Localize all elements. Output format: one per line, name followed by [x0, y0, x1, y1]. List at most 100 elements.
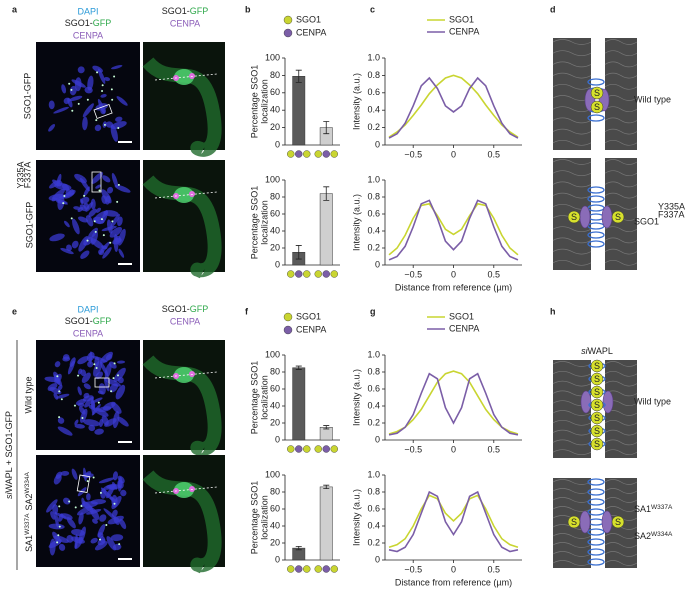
chromatin-fiber [552, 170, 592, 177]
cohesin-ring [587, 231, 605, 239]
channel-label: CENPA [170, 316, 200, 326]
chromosome [52, 179, 61, 187]
chromosome [90, 238, 105, 250]
chromosome [84, 86, 93, 94]
chromosome [72, 218, 80, 235]
kinetochore-dot [112, 377, 115, 380]
kinetochore-dot [95, 119, 98, 122]
category-icon [314, 445, 322, 453]
chromatin-fiber [552, 410, 592, 416]
chromosome [77, 368, 83, 375]
x-tick-label: −0.5 [404, 269, 422, 279]
text-part: si [4, 492, 14, 500]
y-tick-label: 0 [275, 259, 280, 269]
chromatin-fiber [552, 72, 592, 79]
chromosome [112, 543, 122, 551]
sgo1-symbol: S [571, 517, 577, 527]
diagram-label: SA1W337A [634, 504, 673, 515]
text-part: WAPL + SGO1-GFP [4, 411, 14, 493]
channel-label: SGO1-GFP [65, 316, 112, 326]
chromosome [48, 193, 66, 201]
kinetochore-dot [71, 109, 74, 112]
y-tick-label: 1.0 [367, 469, 380, 479]
category-icon [287, 565, 295, 573]
kinetochore-dot [93, 220, 96, 223]
chromosome [89, 351, 93, 364]
cenpa-kinetochore [601, 205, 613, 229]
y-tick-label: 100 [265, 174, 280, 184]
series-line [388, 202, 519, 256]
chromosome [115, 384, 126, 400]
y-tick-label: 0.6 [367, 503, 380, 513]
chromosome [80, 408, 88, 423]
chromosome [116, 360, 126, 364]
sgo1-protein [567, 210, 581, 224]
kinetochore-dot [74, 506, 77, 509]
y-tick-label: 40 [270, 105, 280, 115]
chromatin-fiber [604, 139, 638, 146]
category-icon [295, 270, 303, 278]
sgo1-protein [611, 515, 625, 529]
y-axis-label: Percentage SGO1 [249, 361, 259, 435]
legend-swatch [283, 28, 293, 38]
y-axis-label: Intensity (a.u.) [351, 489, 361, 546]
chromosome [83, 419, 100, 427]
y-axis-label: Percentage SGO1 [249, 481, 259, 555]
diagram-label-sup: Y335A [658, 201, 685, 211]
kinetochore-dot [68, 500, 71, 503]
chromosome [102, 401, 116, 411]
chromosome [66, 244, 72, 252]
error-bar [295, 245, 302, 260]
chromosome [98, 477, 115, 484]
kinetochore-dot [118, 543, 121, 546]
chromosome [83, 202, 90, 210]
kinetochore-dot [94, 230, 97, 233]
chromosome [117, 216, 123, 227]
chromatin-fiber [604, 226, 638, 233]
bar [292, 76, 306, 146]
chromosome [60, 247, 74, 255]
chromosome [102, 247, 112, 259]
text-part: SGO1- [162, 304, 190, 314]
chromosome [99, 361, 109, 377]
kinetochore-dot [83, 194, 86, 197]
chromosome [110, 124, 118, 142]
category-icon [303, 150, 311, 158]
micrograph [36, 42, 140, 150]
chromosome [52, 531, 61, 544]
chromosome [85, 215, 94, 227]
chromosome [82, 103, 94, 118]
legend-label: SGO1 [296, 14, 321, 24]
chromosome [120, 489, 127, 497]
y-tick-label: 0.4 [367, 400, 380, 410]
chromosome [83, 392, 90, 399]
diagram-title: siWAPL [581, 346, 613, 356]
panel-label: h [550, 306, 556, 316]
panel-label: e [12, 306, 17, 316]
chromosome [95, 207, 102, 213]
chromatin-fiber [604, 192, 638, 199]
sgo1-protein [611, 210, 625, 224]
kinetochore-dot [101, 89, 104, 92]
cenpa-kinetochore [579, 205, 591, 229]
sgo1-symbol: S [594, 413, 600, 423]
panel-label: b [245, 4, 251, 14]
y-tick-label: 0.8 [367, 486, 380, 496]
kinetochore-dot [109, 241, 112, 244]
chromosome [71, 240, 79, 249]
y-axis-label: localization [259, 200, 269, 245]
chromatin-fiber [604, 159, 638, 165]
chromosome [78, 526, 86, 544]
chromosome [48, 124, 56, 132]
chromosome [92, 407, 109, 417]
text-part: GFP [93, 316, 112, 326]
chromatin-fiber [552, 139, 592, 146]
panel-label: g [370, 306, 376, 316]
error-bar [295, 546, 302, 551]
y-tick-label: 80 [270, 486, 280, 496]
cohesin-ring [587, 240, 605, 248]
chromatin-fiber [604, 181, 638, 188]
cohesin-ring [587, 78, 605, 86]
chromatin-fiber [552, 106, 592, 113]
y-tick-label: 0 [375, 554, 380, 564]
